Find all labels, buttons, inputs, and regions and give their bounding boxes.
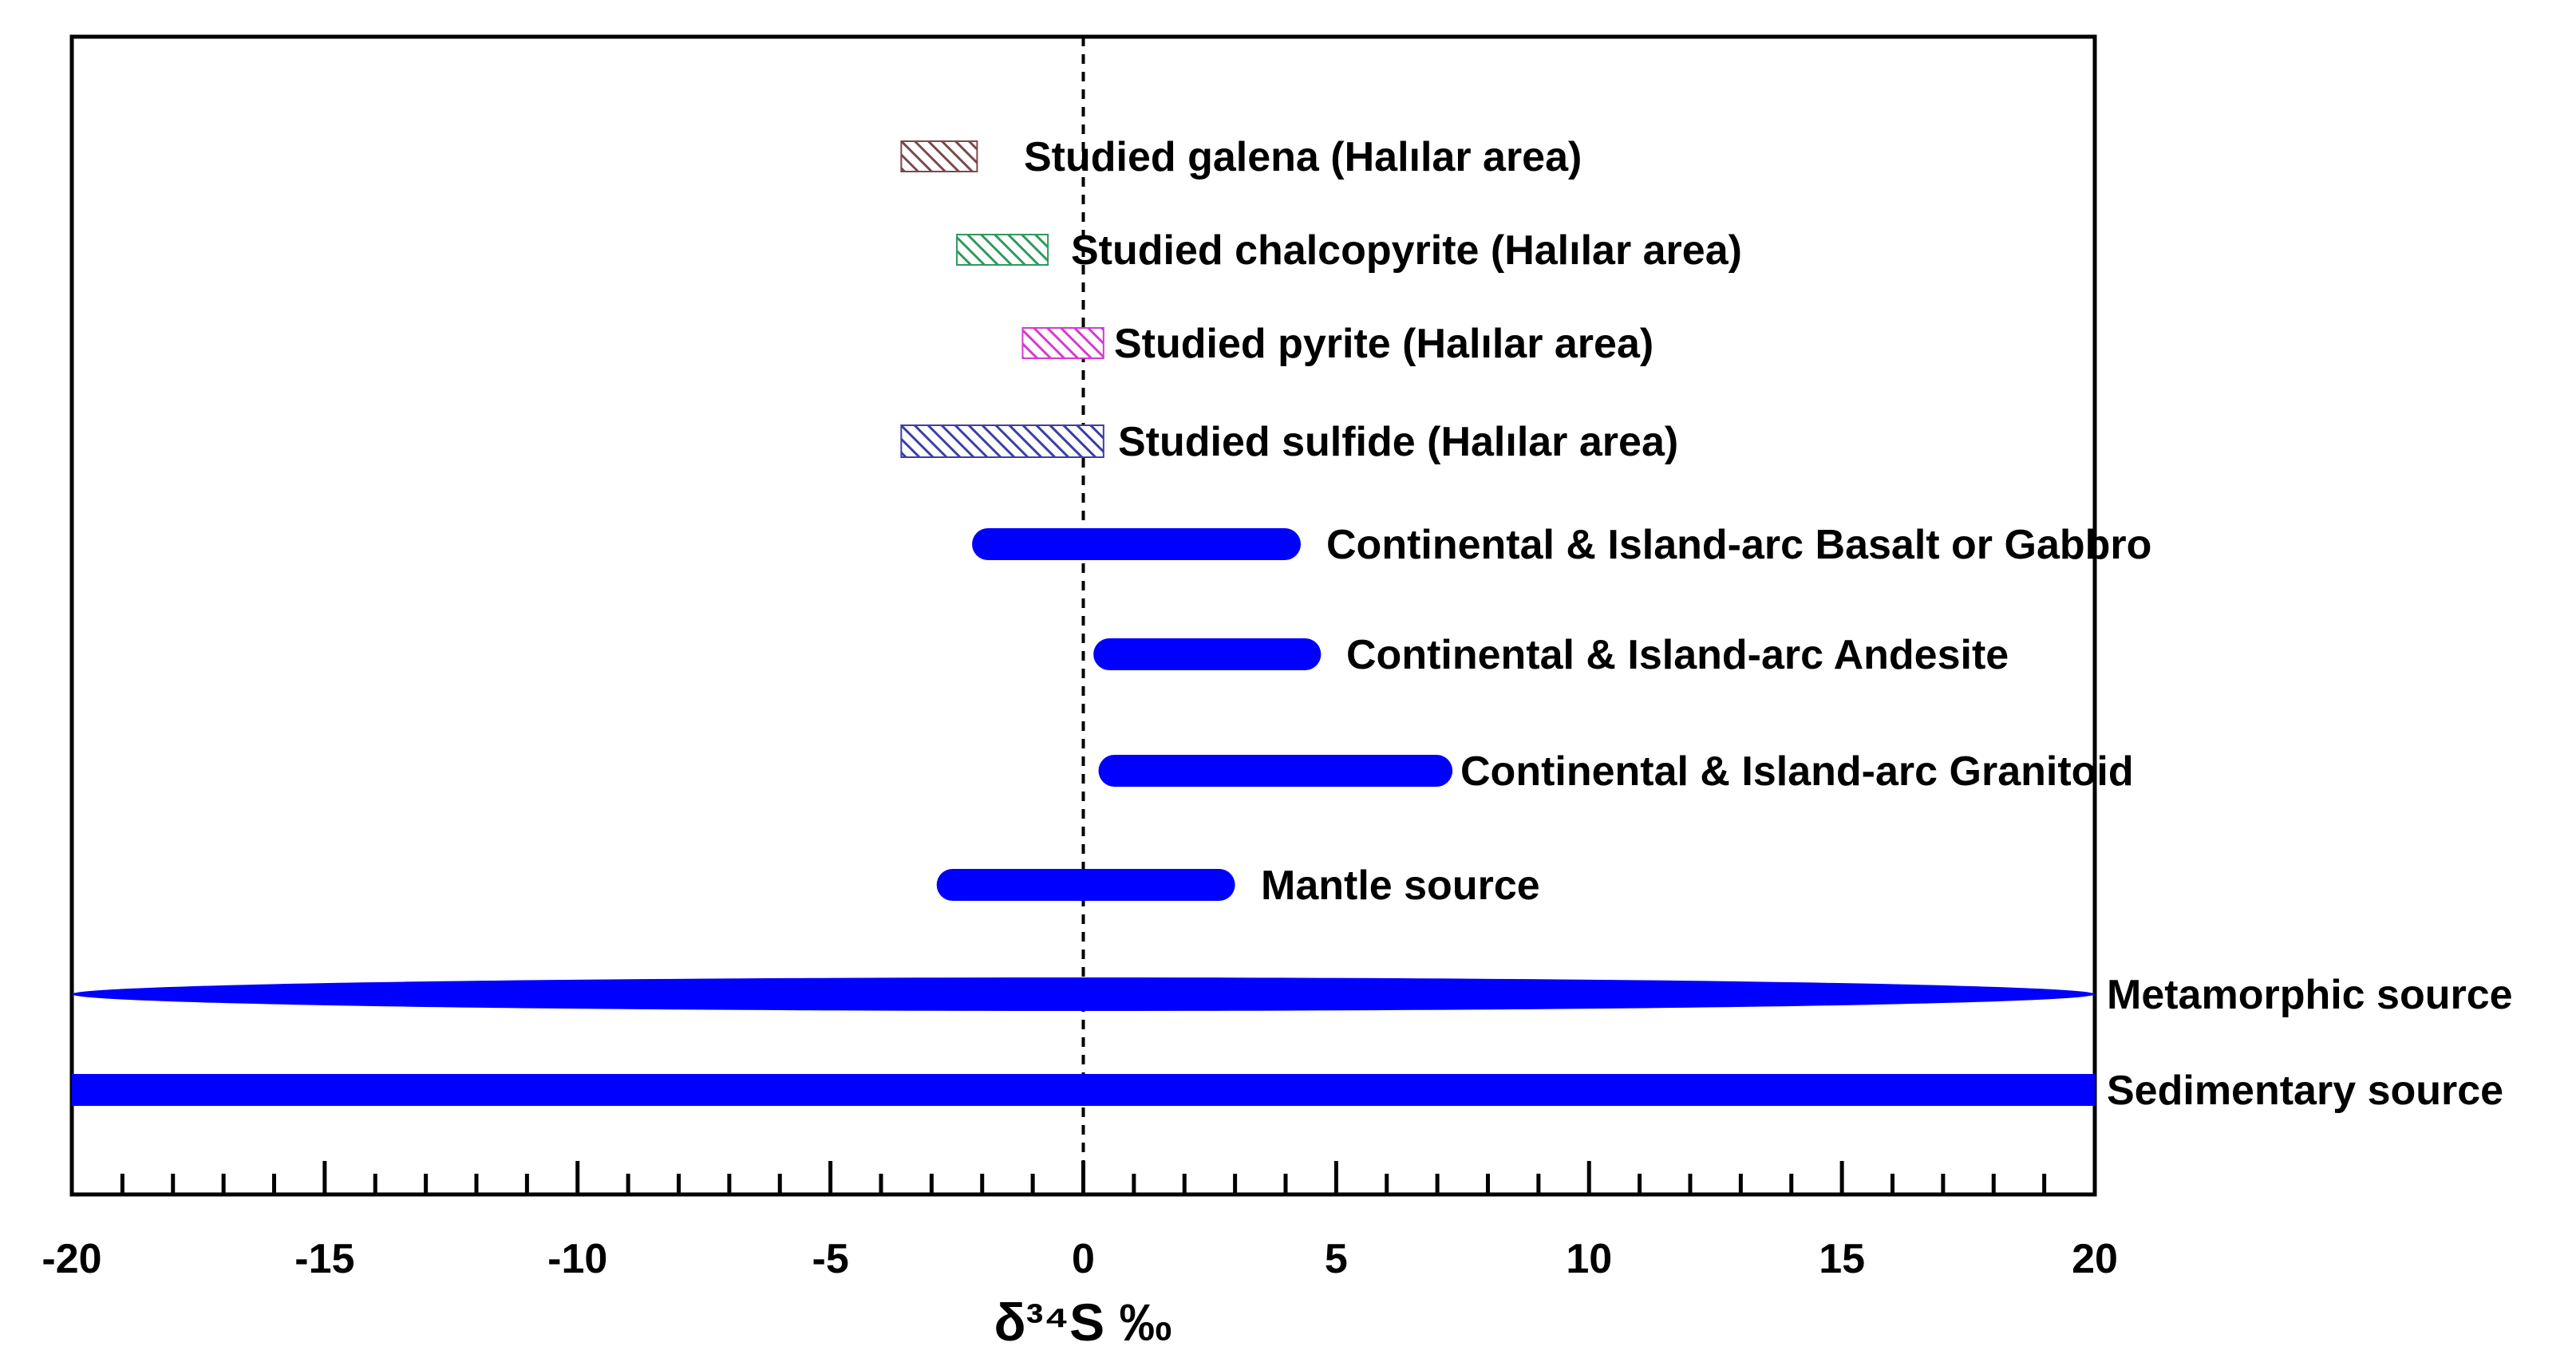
- range-bar: [900, 140, 978, 172]
- x-tick-label: -15: [294, 1236, 354, 1282]
- x-tick-label: 15: [1819, 1236, 1865, 1282]
- x-tick-label: 5: [1325, 1236, 1348, 1282]
- x-axis-tick-labels: -20 -15 -10 -5 0 5 10 15 20: [41, 1236, 2118, 1282]
- range-bar: [956, 234, 1049, 266]
- range-bar: [72, 977, 2095, 1011]
- x-tick-label: 10: [1566, 1236, 1612, 1282]
- range-label: Sedimentary source: [2107, 1068, 2503, 1114]
- x-tick-label: -5: [812, 1236, 849, 1282]
- range-bar: [1093, 638, 1322, 670]
- range-bar: [936, 869, 1235, 901]
- range-label: Continental & Island-arc Granitoid: [1460, 748, 2134, 795]
- range-bar: [972, 528, 1302, 560]
- x-tick-label: 20: [2072, 1236, 2118, 1282]
- range-bar: [1098, 755, 1453, 787]
- range-bar: [1021, 327, 1104, 359]
- range-label: Studied chalcopyrite (Halılar area): [1071, 227, 1742, 274]
- range-label: Studied sulfide (Halılar area): [1118, 419, 1678, 465]
- x-axis-label: δ³⁴S ‰: [994, 1293, 1171, 1352]
- range-label: Continental & Island-arc Basalt or Gabbr…: [1326, 522, 2151, 568]
- x-tick-label: -10: [547, 1236, 607, 1282]
- range-bars: [72, 140, 2095, 1106]
- range-label: Mantle source: [1261, 863, 1540, 909]
- range-label: Continental & Island-arc Andesite: [1346, 632, 2009, 678]
- range-label: Metamorphic source: [2107, 972, 2513, 1018]
- range-label: Studied pyrite (Halılar area): [1114, 321, 1653, 367]
- range-bar: [72, 1074, 2095, 1106]
- range-label: Studied galena (Halılar area): [1024, 134, 1582, 180]
- x-axis-ticks: [69, 1161, 2097, 1194]
- range-labels: Studied galena (Halılar area) Studied cha…: [1024, 134, 2513, 1114]
- x-tick-label: -20: [41, 1236, 101, 1282]
- range-bar: [900, 424, 1104, 458]
- x-tick-label: 0: [1072, 1236, 1095, 1282]
